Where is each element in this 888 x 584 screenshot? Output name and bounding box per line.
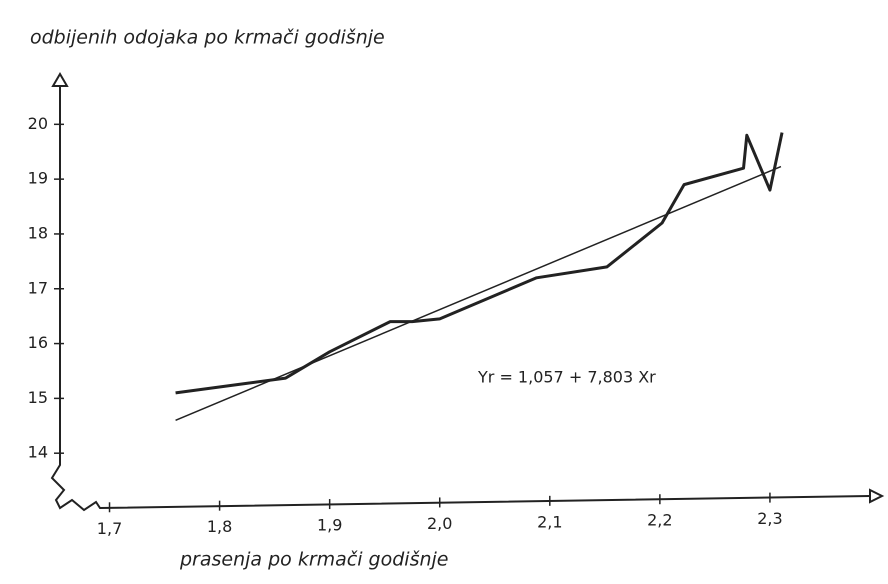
y-tick-label: 15 <box>28 388 48 407</box>
equation: Yr = 1,057 + 7,803 Xr <box>477 368 656 387</box>
y-arrow <box>51 72 69 87</box>
y-tick-label: 17 <box>28 278 48 297</box>
x-tick-label: 2,0 <box>427 514 452 533</box>
y-tick-label: 14 <box>28 443 48 462</box>
x-axis-label: prasenja po krmači godišnje <box>179 549 449 571</box>
x-tick-label: 2,2 <box>647 511 672 530</box>
y-tick-label: 18 <box>28 223 48 242</box>
y-tick-label: 19 <box>28 169 48 188</box>
axes <box>50 86 871 512</box>
chart-title: odbijenih odojaka po krmači godišnje <box>30 27 385 49</box>
data-line <box>175 165 782 421</box>
x-tick-label: 1,7 <box>97 519 122 538</box>
y-tick-label: 20 <box>28 114 48 133</box>
x-tick-label: 1,8 <box>207 517 232 536</box>
x-tick-label: 2,3 <box>757 509 782 528</box>
y-tick-label: 16 <box>28 333 48 352</box>
x-tick-label: 2,1 <box>537 512 562 531</box>
x-arrow <box>869 488 885 504</box>
data-line <box>175 132 784 395</box>
x-tick-label: 1,9 <box>317 516 342 535</box>
